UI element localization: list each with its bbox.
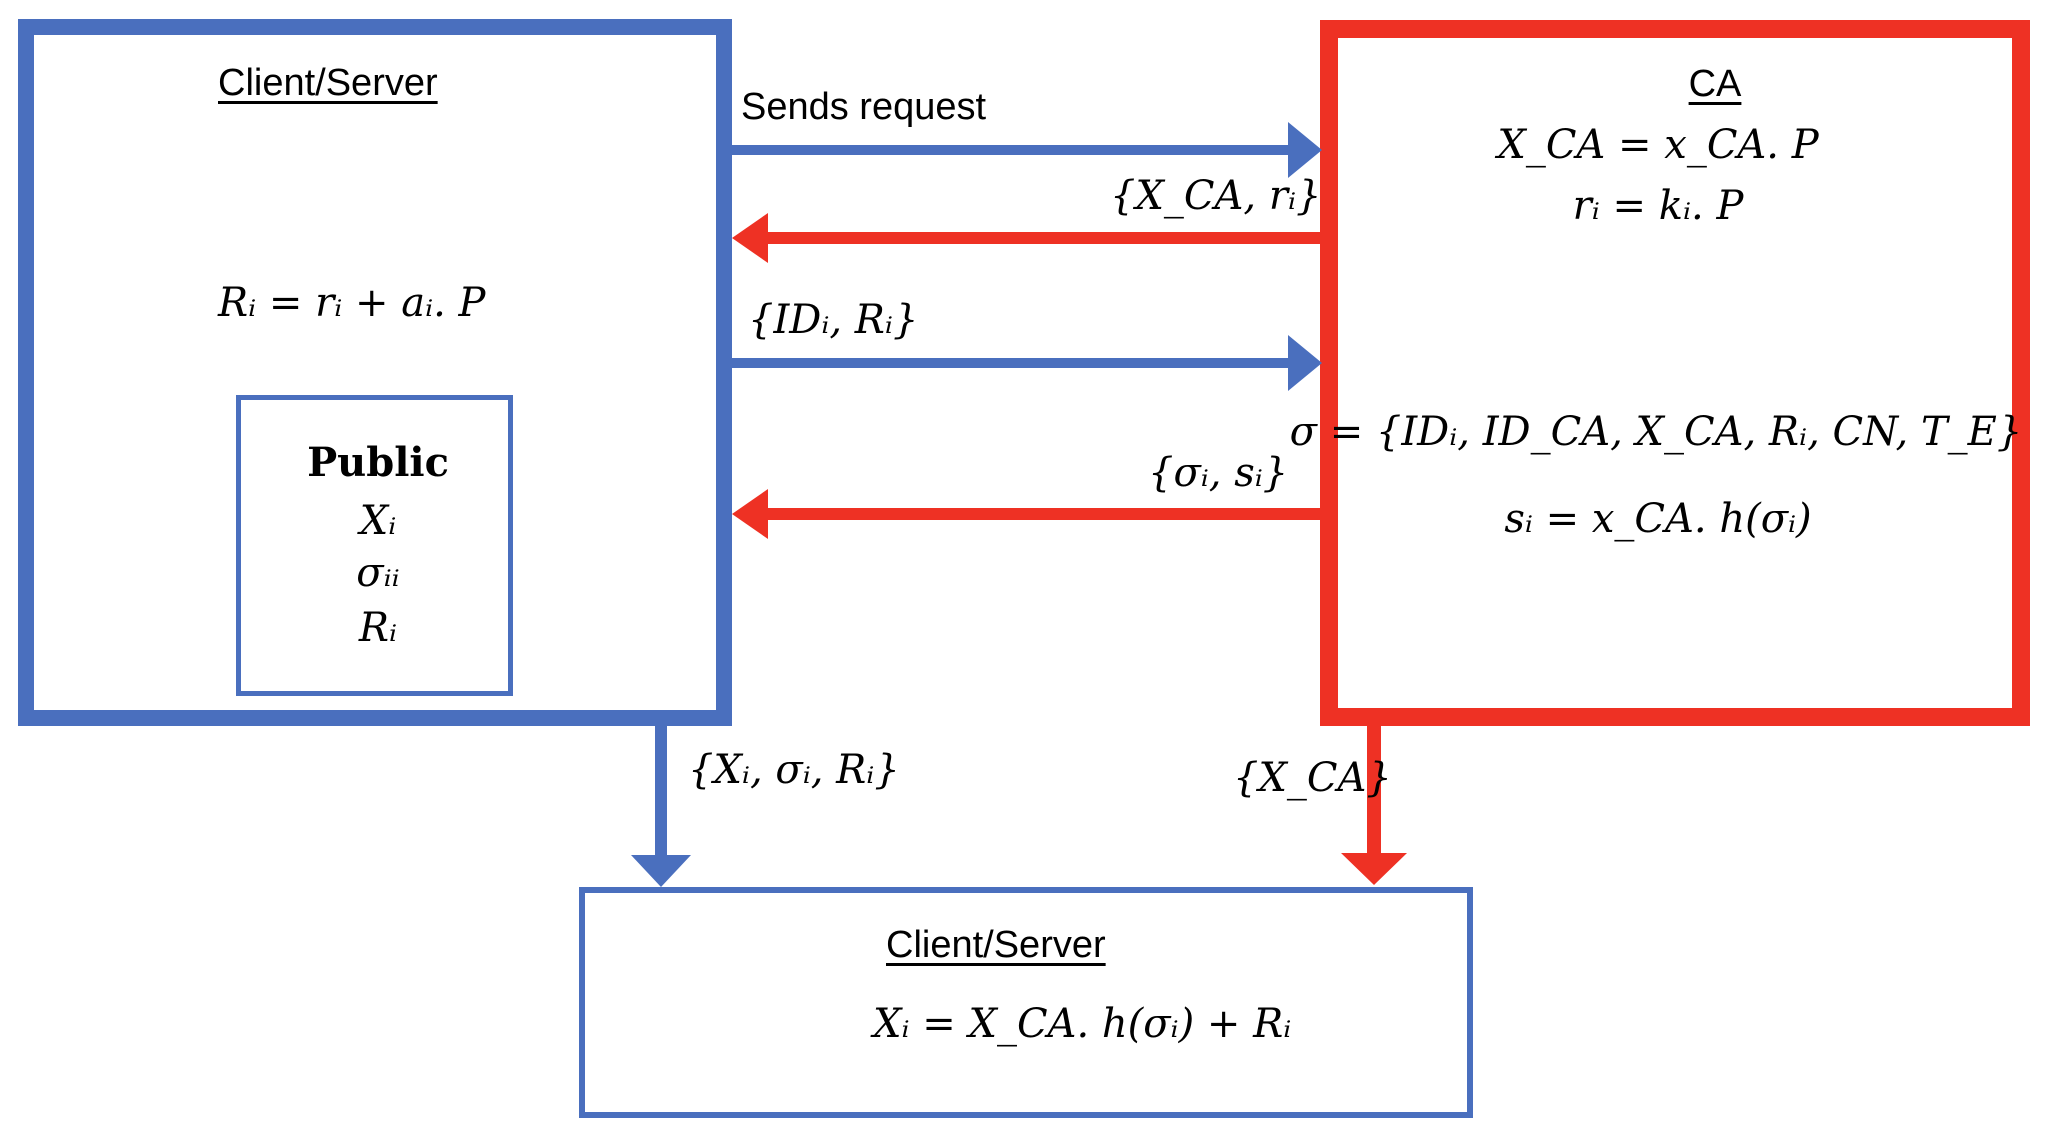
public-xi: Xᵢ [359,498,397,544]
client-server-box [18,19,732,726]
xi-sigma-ri-label: {Xᵢ, σᵢ, Rᵢ} [688,747,900,793]
sigma-si-label: {σᵢ, sᵢ} [1148,450,1289,496]
xca-ri-arrow [732,213,1320,263]
ri-equation: Rᵢ = rᵢ + aᵢ. P [218,280,486,326]
client-server-bottom-title: Client/Server [886,924,1106,966]
public-heading: Public [307,439,449,486]
idi-ri-arrow [732,335,1322,391]
send-request-arrow [732,122,1322,178]
ca-title: CA [1688,63,1742,105]
idi-ri-label: {IDᵢ, Rᵢ} [748,297,919,343]
xca-down-arrow [1341,726,1407,885]
ri-ca-equation: rᵢ = kᵢ. P [1572,183,1744,229]
sigma-equation: σ = {IDᵢ, ID_CA, X_CA, Rᵢ, CN, T_E} [1289,409,2023,455]
client-server-bottom-box [579,887,1473,1118]
ca-box [1320,20,2030,726]
xi-sigma-ri-down-arrow [631,726,691,887]
xca-ri-label: {X_CA, rᵢ} [1110,173,1322,219]
client-server-title: Client/Server [218,62,438,104]
xi-equation: Xᵢ = X_CA. h(σᵢ) + Rᵢ [873,1001,1292,1047]
public-values-box [236,395,513,696]
public-ri: Rᵢ [358,605,398,651]
sends-request-label: Sends request [741,86,987,128]
sigma-si-arrow [732,489,1320,539]
xca-label: {X_CA} [1233,755,1392,801]
public-sigma: σᵢᵢ [356,550,400,596]
xca-equation: X_CA = x_CA. P [1497,122,1819,168]
si-equation: sᵢ = x_CA. h(σᵢ) [1504,496,1812,542]
